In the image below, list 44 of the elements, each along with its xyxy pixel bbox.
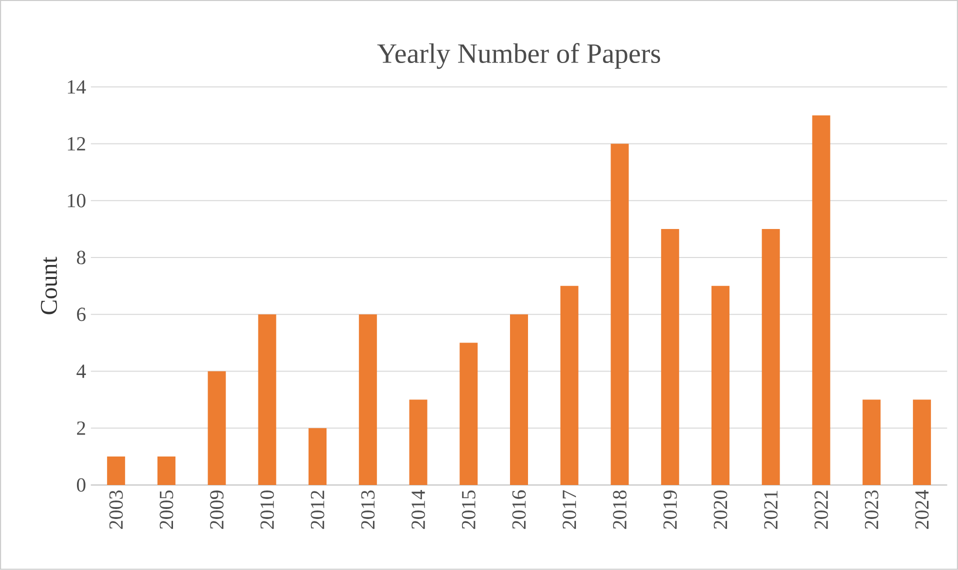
x-tick-label: 2005 — [160, 490, 174, 529]
x-tick-label: 2009 — [210, 490, 224, 529]
x-tick-label: 2015 — [462, 490, 476, 529]
bar — [208, 371, 226, 486]
bar — [661, 229, 680, 486]
bar — [107, 456, 126, 486]
y-axis-title: Count — [40, 256, 58, 314]
x-tick-label: 2019 — [663, 490, 677, 529]
chart-title: Yearly Number of Papers — [377, 43, 660, 69]
x-tick-label: 2021 — [764, 490, 778, 529]
x-tick-label: 2020 — [714, 490, 728, 529]
x-tick-label: 2013 — [361, 490, 375, 529]
x-tick-label: 2016 — [512, 490, 526, 529]
x-tick-label: 2023 — [864, 490, 878, 529]
y-tick-label: 0 — [76, 478, 86, 492]
y-tick-label: 12 — [68, 137, 86, 150]
x-tick-label: 2014 — [412, 490, 426, 529]
bar — [762, 229, 780, 486]
y-tick-label: 4 — [76, 364, 86, 378]
bar — [862, 400, 881, 486]
y-tick-label: 10 — [68, 194, 86, 208]
bar — [460, 342, 478, 486]
bar — [308, 428, 327, 486]
bar — [258, 314, 276, 486]
x-tick-label: 2024 — [915, 490, 929, 529]
x-tick-label: 2012 — [310, 490, 324, 529]
bar — [912, 400, 931, 486]
x-tick-label: 2003 — [109, 490, 123, 529]
y-tick-label: 6 — [77, 308, 86, 322]
y-tick-label: 14 — [68, 80, 86, 94]
bar — [510, 314, 528, 486]
bar — [812, 115, 830, 486]
bar — [610, 144, 629, 486]
bar — [157, 456, 176, 486]
x-tick-label: 2022 — [814, 490, 828, 529]
y-tick-label: 8 — [76, 250, 86, 264]
bar — [560, 286, 578, 486]
bar — [711, 286, 730, 486]
x-tick-label: 2017 — [562, 490, 576, 529]
bar — [409, 400, 428, 486]
y-tick-label: 2 — [77, 422, 86, 435]
bar — [358, 314, 377, 486]
x-tick-label: 2018 — [612, 490, 626, 529]
x-tick-label: 2010 — [260, 490, 274, 529]
